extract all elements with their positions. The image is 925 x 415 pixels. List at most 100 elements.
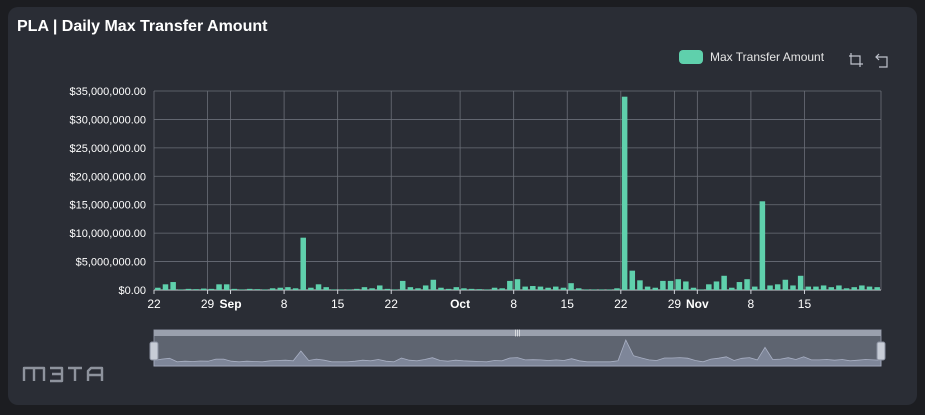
bar	[376, 285, 383, 290]
y-axis: $0.00 $5,000,000.00 $10,000,000.00 $15,000,…	[70, 86, 146, 297]
bar	[361, 287, 368, 290]
x-tick-label: 8	[281, 297, 288, 311]
bar	[874, 287, 880, 290]
bar	[614, 288, 620, 290]
bar	[507, 280, 513, 290]
bar	[575, 288, 582, 290]
bar	[223, 284, 230, 290]
bar	[598, 289, 605, 290]
navigator-area	[153, 338, 882, 367]
bar	[629, 270, 636, 290]
bar	[644, 286, 651, 290]
bar	[797, 275, 804, 290]
bar	[782, 279, 789, 290]
bar	[315, 284, 322, 290]
bar	[736, 282, 743, 290]
bar	[568, 283, 574, 290]
bar	[323, 287, 329, 290]
bar	[729, 287, 735, 290]
bar	[262, 289, 268, 290]
bar	[583, 289, 590, 290]
bar	[445, 288, 452, 290]
legend[interactable]: Max Transfer Amount	[679, 49, 824, 65]
bar	[415, 288, 421, 290]
x-tick-label: 22	[385, 297, 399, 311]
bar	[231, 288, 238, 290]
x-tick-label: 8	[510, 297, 517, 311]
bar	[331, 289, 337, 290]
bar	[484, 289, 490, 290]
bar	[277, 287, 284, 290]
x-tick-label: Oct	[450, 297, 470, 311]
y-tick-label: $15,000,000.00	[70, 200, 146, 212]
y-tick-label: $0.00	[118, 285, 146, 297]
bar	[216, 284, 222, 290]
bar	[683, 281, 689, 290]
bar	[208, 288, 215, 290]
bar	[621, 96, 628, 290]
x-tick-label: 29	[201, 297, 215, 311]
bar	[660, 280, 666, 290]
bar	[246, 288, 253, 290]
y-tick-label: $25,000,000.00	[70, 143, 146, 155]
bar	[369, 288, 375, 290]
bar	[438, 287, 444, 290]
bar	[399, 280, 406, 290]
x-tick-label: 22	[614, 297, 628, 311]
bar	[690, 287, 697, 290]
chart-title: PLA | Daily Max Transfer Amount	[17, 18, 268, 35]
bar-series	[155, 96, 880, 290]
bar	[392, 289, 398, 290]
bar	[836, 285, 842, 290]
bar	[698, 289, 704, 290]
bar	[759, 201, 766, 290]
bar	[859, 285, 865, 290]
legend-swatch	[679, 50, 703, 64]
bar	[185, 288, 192, 290]
bar	[407, 287, 414, 290]
bar	[652, 287, 659, 290]
x-tick-label: 8	[748, 297, 755, 311]
x-tick-label: 22	[147, 297, 161, 311]
x-tick-label: Nov	[686, 297, 709, 311]
x-axis: 22 29 Sep 8 15 22 Oct 8 15 22 29 Nov 8 15	[147, 289, 881, 311]
bar	[751, 286, 758, 290]
bar	[461, 288, 467, 290]
bar	[813, 286, 819, 290]
y-tick-label: $20,000,000.00	[70, 171, 146, 183]
bar	[744, 279, 750, 290]
m3ta-logo	[22, 366, 104, 383]
bar	[606, 289, 613, 290]
bar	[591, 289, 597, 290]
bar	[713, 281, 720, 290]
bar	[851, 287, 857, 290]
bar	[667, 280, 674, 290]
bar	[545, 287, 551, 290]
bar	[422, 285, 429, 290]
navigator-scrollbar	[154, 330, 881, 336]
bar	[866, 286, 873, 290]
bar	[468, 288, 475, 290]
restore-icon[interactable]	[874, 52, 890, 68]
bar	[193, 289, 199, 290]
bar	[530, 286, 536, 290]
y-tick-label: $30,000,000.00	[70, 114, 146, 126]
bar	[269, 288, 276, 290]
bar	[514, 279, 521, 290]
bar	[560, 287, 567, 290]
navigator-grip-icon: |||	[515, 330, 521, 337]
bar	[453, 287, 460, 290]
bar	[537, 286, 544, 290]
bar	[162, 284, 169, 290]
bar	[170, 282, 176, 290]
bar	[300, 237, 306, 290]
zoom-icon[interactable]	[848, 52, 864, 68]
bar	[828, 287, 835, 290]
bar	[430, 279, 437, 290]
bar	[805, 286, 812, 290]
bar	[476, 289, 482, 290]
x-tick-label: 15	[798, 297, 812, 311]
bar	[790, 285, 796, 290]
bar	[843, 288, 850, 290]
